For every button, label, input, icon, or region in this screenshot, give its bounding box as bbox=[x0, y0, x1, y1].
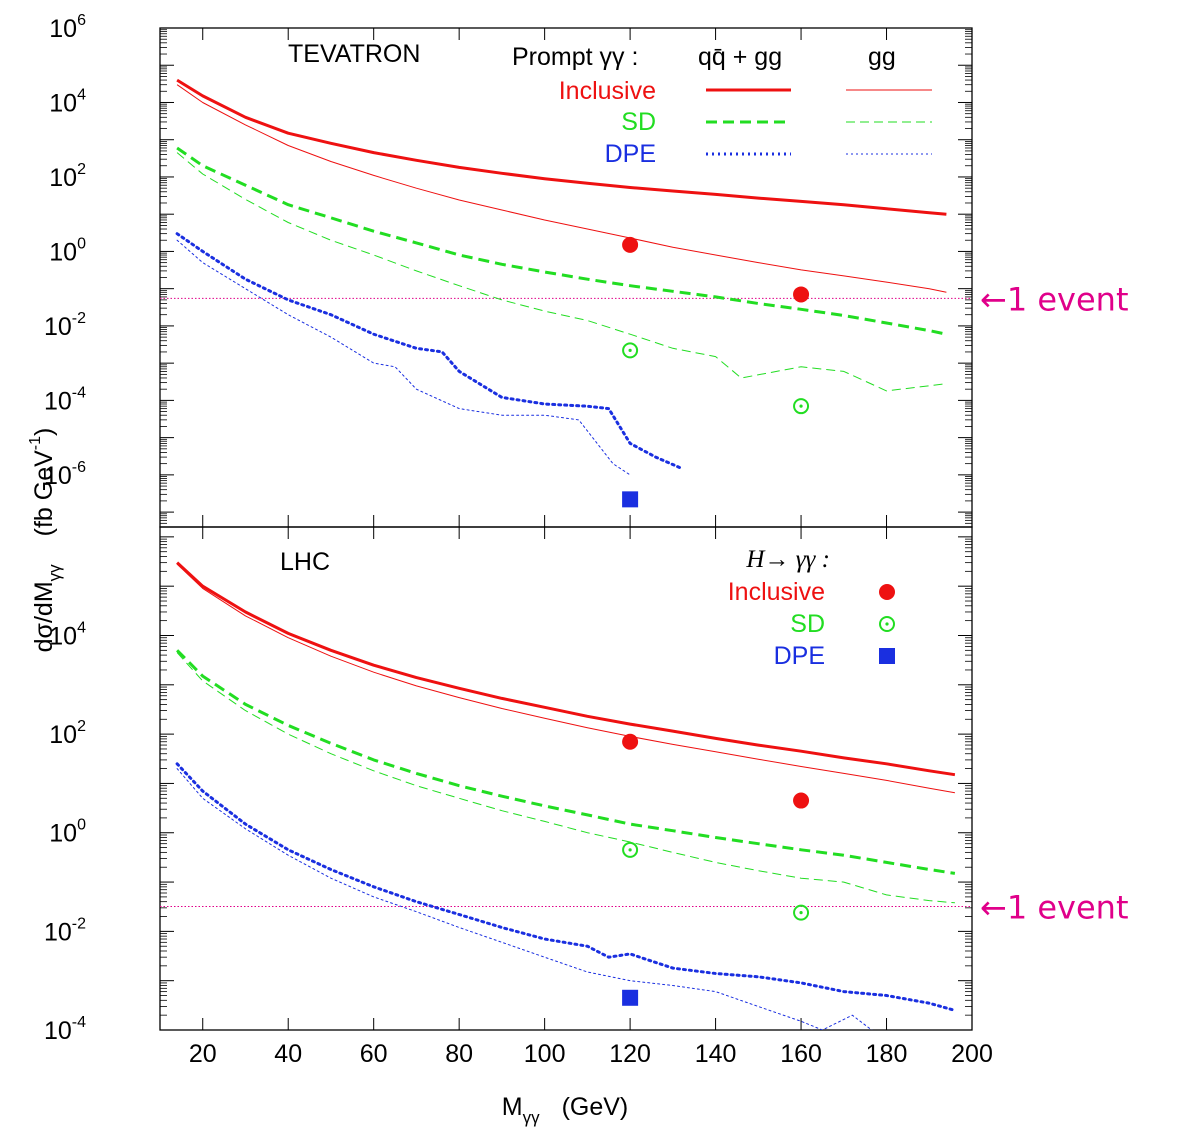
y-tick-label: 10-4 bbox=[44, 1014, 86, 1045]
higgs-sd-marker bbox=[622, 342, 639, 359]
x-tick-label: 180 bbox=[866, 1040, 908, 1068]
legend-higgs: H→ γγ : Inclusive SD DPE bbox=[728, 546, 895, 670]
y-tick-label: 10-6 bbox=[44, 459, 86, 490]
higgs-inclusive-marker bbox=[793, 792, 810, 809]
x-tick-label: 20 bbox=[189, 1040, 217, 1068]
higgs-dpe-marker bbox=[622, 491, 639, 508]
panel-frame bbox=[159, 526, 973, 1031]
legend-row-sd: SD bbox=[621, 108, 656, 136]
y-tick-label: 102 bbox=[49, 718, 86, 749]
x-tick-label: 140 bbox=[695, 1040, 737, 1068]
legend-prompt-label: Prompt γγ : bbox=[512, 43, 638, 71]
higgs-inclusive-marker bbox=[622, 236, 639, 253]
y-tick-label: 10-2 bbox=[44, 915, 86, 946]
x-tick-label: 120 bbox=[609, 1040, 651, 1068]
higgs-sd-marker bbox=[622, 841, 639, 858]
series-inclusive-gg bbox=[176, 84, 947, 293]
higgs-inclusive-marker bbox=[622, 733, 639, 750]
legend-col-gg: gg bbox=[868, 43, 896, 71]
y-tick-label: 104 bbox=[49, 619, 86, 650]
x-tick-label: 100 bbox=[524, 1040, 566, 1068]
legend-higgs-dpe: DPE bbox=[774, 642, 825, 670]
x-tick-label: 40 bbox=[274, 1040, 302, 1068]
y-tick-label: 102 bbox=[49, 161, 86, 192]
legend-higgs-sd: SD bbox=[790, 610, 825, 638]
legend-row-inclusive: Inclusive bbox=[559, 77, 656, 105]
series-inclusive-qq-gg bbox=[176, 561, 956, 777]
legend-higgs-sd-marker bbox=[879, 616, 895, 632]
one-event-label: ←1 event bbox=[980, 280, 1128, 318]
legend-col-qq-gg: qq̄ + gg bbox=[698, 43, 782, 71]
legend-higgs-sd-marker-dot bbox=[885, 622, 889, 626]
series-dpe-gg bbox=[176, 768, 873, 1030]
legend-prompt: Prompt γγ : qq̄ + gg gg Inclusive SD DPE bbox=[512, 43, 932, 168]
legend-higgs-dpe-marker bbox=[879, 648, 895, 664]
plot-area bbox=[160, 561, 972, 1030]
legend-higgs-inclusive-marker bbox=[879, 584, 895, 600]
higgs-sd-marker-dot bbox=[628, 348, 632, 352]
panel-title: TEVATRON bbox=[288, 40, 420, 68]
legend-row-dpe: DPE bbox=[605, 140, 656, 168]
series-sd-qq-gg bbox=[176, 146, 947, 336]
series-dpe-qq-gg bbox=[175, 232, 683, 470]
panel-lhc: 10-4 10-2 100 102 104 20 40 60 80 100 120 140 160 180… bbox=[44, 526, 1128, 1068]
higgs-sd-marker-dot bbox=[799, 404, 803, 408]
plot-area bbox=[160, 78, 972, 476]
higgs-inclusive-marker bbox=[793, 286, 810, 303]
series-inclusive-gg bbox=[176, 563, 955, 794]
panel-tevatron: 10-6 10-4 10-2 100 102 104 106 TEVATRON ←1 event bbox=[44, 12, 1128, 528]
y-tick-label: 100 bbox=[49, 817, 86, 848]
y-tick-label: 100 bbox=[49, 235, 86, 266]
x-tick-label: 80 bbox=[445, 1040, 473, 1068]
series-sd-qq-gg bbox=[176, 649, 956, 875]
y-tick-label: 10-4 bbox=[44, 384, 86, 415]
y-tick-label: 10-2 bbox=[44, 310, 86, 341]
one-event-label: ←1 event bbox=[980, 888, 1128, 926]
higgs-sd-marker-dot bbox=[799, 911, 803, 915]
panel-title: LHC bbox=[280, 548, 330, 576]
x-tick-label: 160 bbox=[780, 1040, 822, 1068]
series-dpe-gg bbox=[176, 239, 631, 476]
series-dpe-qq-gg bbox=[175, 762, 957, 1012]
y-tick-label: 106 bbox=[49, 12, 86, 43]
series-inclusive-qq-gg bbox=[176, 78, 947, 216]
x-tick-label: 200 bbox=[951, 1040, 993, 1068]
x-axis-label: Mγγ (GeV) bbox=[502, 1093, 629, 1127]
series-sd-gg bbox=[176, 152, 947, 392]
legend-higgs-inclusive: Inclusive bbox=[728, 578, 825, 606]
y-tick-label: 104 bbox=[49, 86, 86, 117]
series-sd-gg bbox=[176, 652, 955, 904]
legend-higgs-label: H→ γγ : bbox=[745, 546, 830, 573]
higgs-sd-marker-dot bbox=[628, 848, 632, 852]
y-axis-label: dσ/dMγγ(fb GeV-1) bbox=[27, 428, 64, 653]
higgs-sd-marker bbox=[793, 904, 810, 921]
higgs-dpe-marker bbox=[622, 989, 639, 1006]
higgs-sd-marker bbox=[793, 398, 810, 415]
x-tick-label: 60 bbox=[360, 1040, 388, 1068]
